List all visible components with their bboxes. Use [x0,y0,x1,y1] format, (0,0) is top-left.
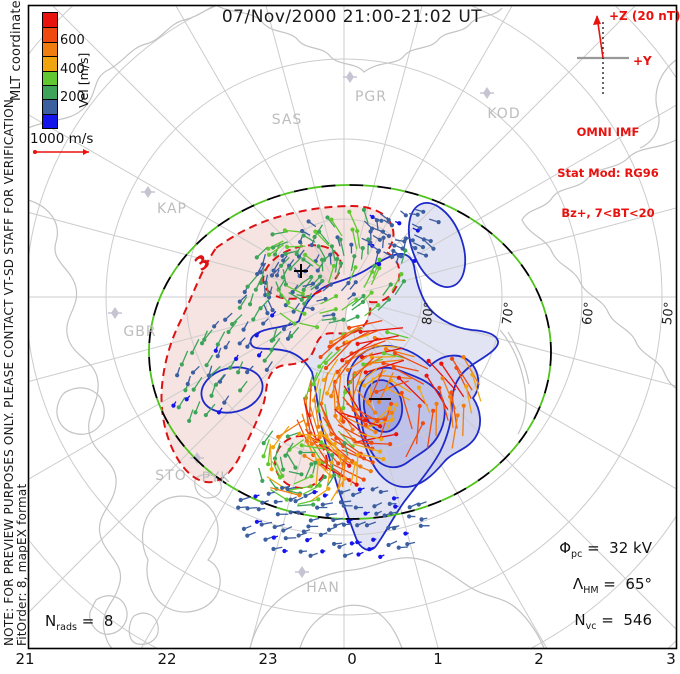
imf-info-block: OMNI IMF Stat Mod: RG96 Bz+, 7<BT<20 [528,99,680,248]
fitorder-note: FitOrder: 8, mapEX format [15,483,29,646]
nvc-value: = 546 [596,611,652,629]
phi-subscript: pc [571,549,583,560]
colorbar-segment [43,99,57,114]
radar-station-markers [108,71,494,578]
lambda-subscript: HM [583,585,599,596]
mlt-axis-label: 2 [534,650,544,668]
colorbar-segment [43,70,57,85]
potential-extrema-markers [294,264,391,400]
velocity-key-label: 1000 m/s [30,131,94,147]
colorbar-tick: 200 [60,90,85,105]
stat-phi-pc: Φpc = 32 kV [512,539,652,560]
phi-symbol: Φ [559,539,572,557]
colorbar-tick: 400 [60,62,85,77]
mlt-axis-label: 22 [157,650,177,668]
stat-lambda-hm: ΛHM = 65° [512,575,652,596]
latitude-ring-label: 70° [500,301,518,326]
radar-station-label: HAN [306,580,340,596]
imf-source: OMNI IMF [576,125,640,139]
hm-boundary-black [148,184,552,520]
mlt-axis-label: 0 [347,650,357,668]
colorbar-segment [43,41,57,57]
mlt-axis-label: 3 [666,650,676,668]
mlt-coordinates-label: MLT coordinates [9,0,24,101]
imf-z-label: +Z (20 nT) [609,9,680,23]
latitude-ring-label: 80° [420,301,438,326]
radar-station-label: STO [155,468,187,484]
radar-station-label: SAS [271,112,303,128]
mlt-axis-label: 1 [433,650,443,668]
radar-station-label: KOD [487,106,521,122]
plot-frame [27,4,678,650]
latitude-ring-label: 50° [660,301,678,326]
nrads-symbol: N [45,612,57,630]
preview-note: NOTE: FOR PREVIEW PURPOSES ONLY. PLEASE … [2,94,16,646]
imf-condition: Bz+, 7<BT<20 [561,206,655,220]
velocity-vectors [171,207,482,559]
radar-station-label: PYK [201,470,231,486]
mlt-axis-label: 23 [258,650,278,668]
colorbar-label: Vel [m/s] [76,52,91,108]
imf-model: Stat Mod: RG96 [557,165,659,180]
stat-n-rads: Nrads = 8 [45,612,113,633]
colorbar-segment [43,113,57,128]
colorbar-segment [43,56,57,71]
lambda-value: = 65° [598,575,652,593]
nvc-symbol: N [574,611,586,629]
plot-title: 07/Nov/2000 21:00-21:02 UT [221,7,483,27]
colorbar-segment [43,84,57,100]
imf-y-label: +Y [633,54,652,68]
radar-station-label: PGR [354,89,388,105]
nrads-subscript: rads [56,622,77,633]
colorbar-segment [43,27,57,42]
velocity-key-arrow [33,149,89,155]
lambda-symbol: Λ [572,575,584,593]
nvc-subscript: vc [585,621,597,632]
latitude-ring-label: 60° [580,301,598,326]
colorbar-tick: 600 [60,33,85,48]
nrads-value: = 8 [76,612,114,630]
colorbar-segment [43,13,57,28]
radar-station-label: KAP [157,201,187,217]
hm-boundary-green [148,184,552,520]
velocity-colorbar [42,12,58,129]
stat-n-vc: Nvc = 546 [512,611,652,632]
radar-station-label: GBR [123,324,157,340]
mlt-axis-label: 21 [15,650,35,668]
phi-value: = 32 kV [582,539,652,557]
imf-dial [577,15,629,94]
